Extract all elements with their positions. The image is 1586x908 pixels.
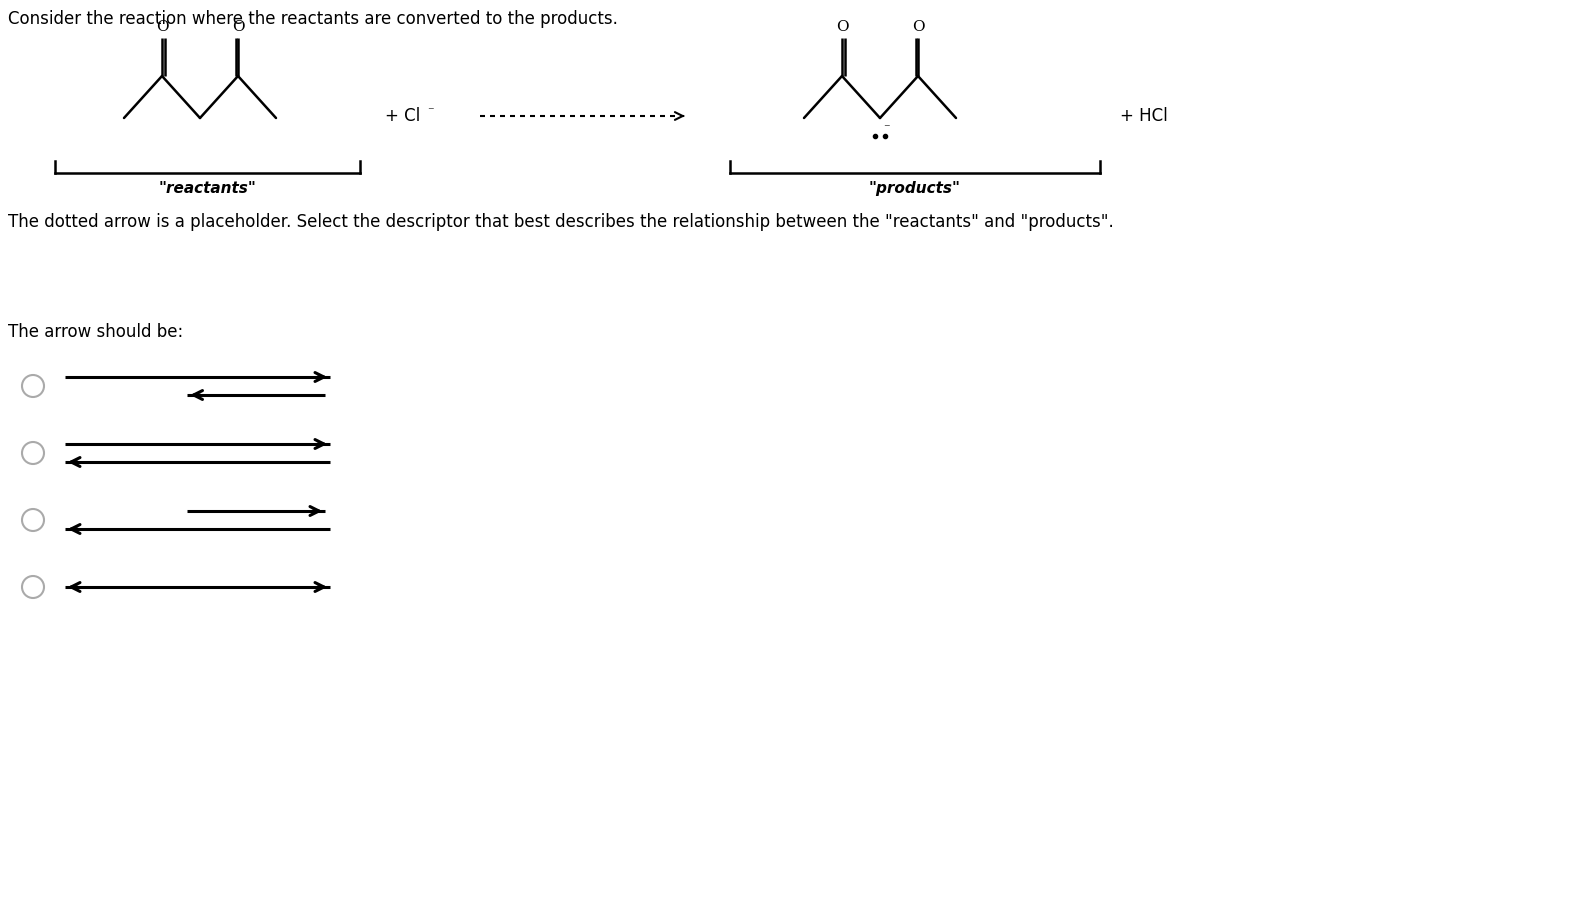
Text: + Cl: + Cl [385, 107, 420, 125]
Text: + HCl: + HCl [1120, 107, 1167, 125]
Text: O: O [232, 20, 244, 34]
Text: "products": "products" [869, 181, 961, 196]
Text: O: O [155, 20, 168, 34]
Text: ⁻: ⁻ [883, 122, 890, 135]
Text: Consider the reaction where the reactants are converted to the products.: Consider the reaction where the reactant… [8, 10, 619, 28]
Text: ⁻: ⁻ [427, 105, 433, 119]
Text: "reactants": "reactants" [159, 181, 257, 196]
Text: The arrow should be:: The arrow should be: [8, 323, 184, 341]
Text: The dotted arrow is a placeholder. Select the descriptor that best describes the: The dotted arrow is a placeholder. Selec… [8, 213, 1113, 231]
Text: O: O [912, 20, 925, 34]
Text: O: O [836, 20, 849, 34]
